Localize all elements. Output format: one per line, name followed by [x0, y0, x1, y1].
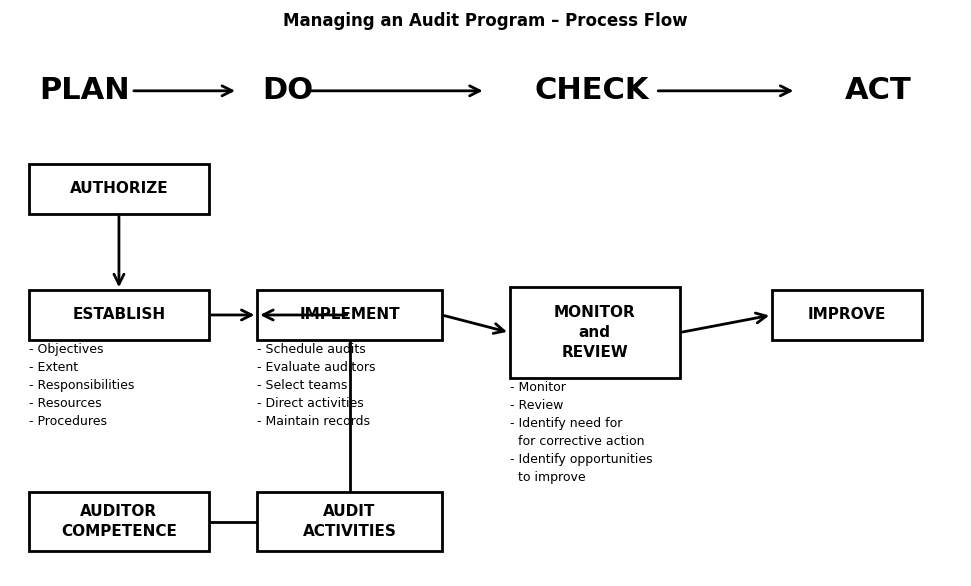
- Text: AUTHORIZE: AUTHORIZE: [70, 182, 168, 196]
- FancyBboxPatch shape: [29, 290, 209, 340]
- Text: CHECK: CHECK: [534, 76, 649, 105]
- FancyBboxPatch shape: [257, 290, 442, 340]
- Text: DO: DO: [262, 76, 314, 105]
- Text: Managing an Audit Program – Process Flow: Managing an Audit Program – Process Flow: [284, 12, 687, 29]
- Text: ESTABLISH: ESTABLISH: [73, 308, 165, 322]
- FancyBboxPatch shape: [29, 164, 209, 214]
- Text: IMPROVE: IMPROVE: [808, 308, 887, 322]
- Text: AUDIT
ACTIVITIES: AUDIT ACTIVITIES: [303, 504, 396, 539]
- Text: AUDITOR
COMPETENCE: AUDITOR COMPETENCE: [61, 504, 177, 539]
- Text: - Schedule audits
- Evaluate auditors
- Select teams
- Direct activities
- Maint: - Schedule audits - Evaluate auditors - …: [257, 343, 376, 428]
- Text: - Monitor
- Review
- Identify need for
  for corrective action
- Identify opport: - Monitor - Review - Identify need for f…: [510, 381, 653, 484]
- Text: IMPLEMENT: IMPLEMENT: [299, 308, 400, 322]
- FancyBboxPatch shape: [510, 287, 680, 378]
- Text: ACT: ACT: [845, 76, 912, 105]
- FancyBboxPatch shape: [257, 492, 442, 551]
- Text: PLAN: PLAN: [39, 76, 129, 105]
- Text: MONITOR
and
REVIEW: MONITOR and REVIEW: [553, 305, 636, 360]
- Text: - Objectives
- Extent
- Responsibilities
- Resources
- Procedures: - Objectives - Extent - Responsibilities…: [29, 343, 135, 428]
- FancyBboxPatch shape: [772, 290, 922, 340]
- FancyBboxPatch shape: [29, 492, 209, 551]
